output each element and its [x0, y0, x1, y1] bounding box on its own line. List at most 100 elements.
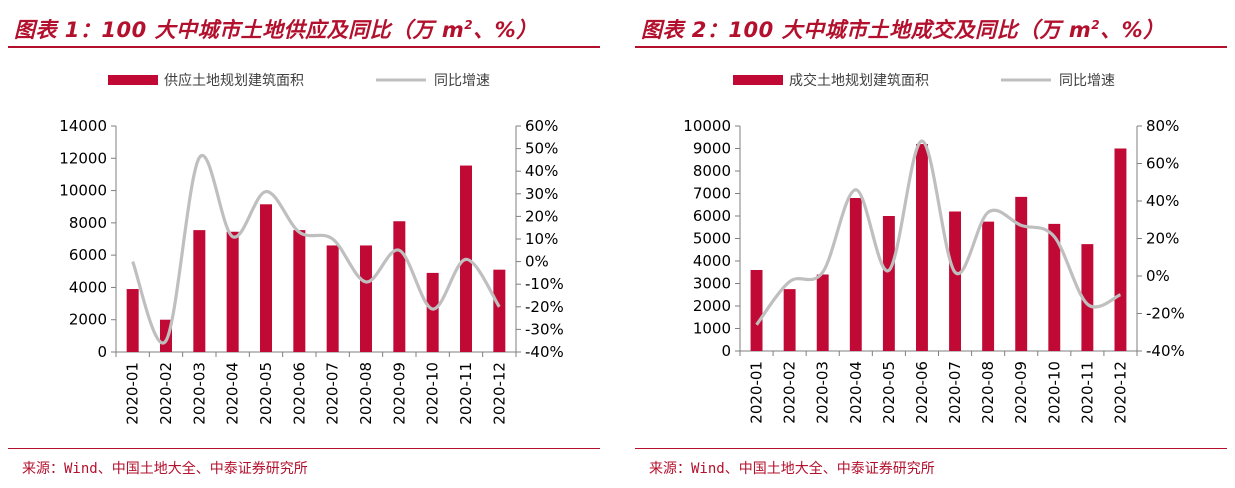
left-tick-label: 8000 — [693, 162, 731, 180]
bar — [982, 221, 995, 351]
legend-line-label: 同比增速 — [1059, 73, 1115, 89]
right-tick-label: -40% — [1146, 342, 1185, 360]
left-tick-label: 0 — [721, 342, 731, 360]
x-tick-label: 2020-05 — [880, 361, 898, 424]
x-tick-label: 2020-07 — [946, 361, 964, 424]
chart-1-plot: 供应土地规划建筑面积 同比增速 0 2000 4000 6000 8000 10000 1200… — [59, 72, 564, 425]
bar — [193, 230, 206, 352]
left-tick-label: 8000 — [69, 214, 107, 232]
bar — [1015, 196, 1028, 351]
bar — [1081, 244, 1094, 351]
bar — [426, 272, 439, 352]
right-tick-label: -40% — [525, 343, 564, 361]
right-tick-label: 0% — [525, 253, 549, 271]
right-tick-label: 20% — [525, 207, 558, 225]
right-tick-label: 40% — [525, 162, 558, 180]
chart-title: 图表 2：100 大中城市土地成交及同比（万 m2、%） — [641, 18, 1165, 42]
left-tick-label: 14000 — [59, 117, 107, 135]
left-tick-label: 3000 — [693, 275, 731, 293]
right-tick-label: 10% — [525, 230, 558, 248]
left-tick-label: 0 — [97, 343, 107, 361]
x-tick-label: 2020-04 — [847, 361, 865, 424]
bar — [882, 216, 895, 351]
title-rule — [8, 46, 600, 48]
bar — [750, 270, 763, 351]
left-tick-label: 7000 — [693, 185, 731, 203]
bar — [293, 230, 306, 352]
right-tick-label: 60% — [1146, 155, 1179, 173]
source-rule — [635, 448, 1227, 449]
x-tick-label: 2020-06 — [913, 361, 931, 424]
right-tick-label: -20% — [1146, 305, 1185, 323]
x-tick-label: 2020-08 — [979, 361, 997, 424]
legend-line-label: 同比增速 — [434, 73, 490, 89]
left-tick-label: 6000 — [69, 246, 107, 264]
x-tick-label: 2020-10 — [1045, 361, 1063, 424]
left-tick-label: 6000 — [693, 207, 731, 225]
bar — [360, 245, 372, 352]
x-tick-label: 2020-06 — [290, 362, 308, 425]
right-tick-label: 20% — [1146, 230, 1179, 248]
bar — [260, 204, 272, 352]
source-note: 来源：Wind、中国土地大全、中泰证券研究所 — [22, 461, 308, 477]
chart-panel-1: 图表 1：100 大中城市土地供应及同比（万 m2、%） 供应土地规划建筑面积 同… — [8, 0, 600, 488]
legend-bar-swatch — [733, 75, 783, 85]
left-tick-label: 1000 — [693, 320, 731, 338]
left-tick-label: 12000 — [59, 149, 107, 167]
left-tick-label: 4000 — [693, 252, 731, 270]
right-tick-label: -30% — [525, 320, 564, 338]
x-tick-label: 2020-12 — [490, 362, 508, 425]
bar — [949, 211, 961, 351]
chart-panel-2: 图表 2：100 大中城市土地成交及同比（万 m2、%） 成交土地规划建筑面积 同… — [635, 0, 1227, 488]
x-tick-label: 2020-04 — [224, 362, 242, 425]
bar — [1114, 148, 1127, 351]
title-rule — [635, 46, 1227, 48]
right-tick-label: 60% — [525, 117, 558, 135]
right-tick-label: 40% — [1146, 192, 1179, 210]
x-tick-label: 2020-08 — [357, 362, 375, 425]
x-tick-label: 2020-11 — [457, 362, 475, 425]
bar — [816, 274, 829, 351]
right-tick-label: 50% — [525, 140, 558, 158]
source-note: 来源：Wind、中国土地大全、中泰证券研究所 — [649, 461, 935, 477]
x-tick-label: 2020-03 — [814, 361, 832, 424]
left-tick-label: 10000 — [59, 182, 107, 200]
series-line-yoy — [755, 139, 1122, 326]
right-tick-label: -20% — [525, 298, 564, 316]
bar — [126, 289, 139, 352]
x-tick-label: 2020-05 — [257, 362, 275, 425]
legend-bar-swatch — [108, 75, 158, 85]
x-tick-label: 2020-09 — [390, 362, 408, 425]
left-tick-label: 5000 — [693, 230, 731, 248]
left-tick-label: 4000 — [69, 278, 107, 296]
bar — [226, 231, 239, 352]
right-tick-label: 30% — [525, 185, 558, 203]
left-tick-label: 9000 — [693, 140, 731, 158]
right-tick-label: 80% — [1146, 117, 1179, 135]
bar — [916, 144, 928, 351]
chart-title: 图表 1：100 大中城市土地供应及同比（万 m2、%） — [14, 18, 538, 42]
x-tick-label: 2020-03 — [190, 362, 208, 425]
bar — [1048, 223, 1061, 351]
source-rule — [8, 448, 600, 449]
x-tick-label: 2020-11 — [1078, 361, 1096, 424]
series-line-yoy — [131, 153, 501, 345]
x-tick-label: 2020-01 — [124, 362, 142, 425]
bar — [849, 198, 862, 351]
legend-bar-label: 成交土地规划建筑面积 — [789, 72, 929, 89]
x-tick-label: 2020-07 — [324, 362, 342, 425]
chart-2-plot: 成交土地规划建筑面积 同比增速 0 1000 2000 3000 4000 5000 6000 7… — [683, 72, 1185, 424]
bar — [783, 289, 796, 351]
left-tick-label: 2000 — [693, 297, 731, 315]
bar — [326, 245, 339, 352]
legend-bar-label: 供应土地规划建筑面积 — [164, 72, 304, 89]
bar — [493, 269, 506, 352]
right-tick-label: 0% — [1146, 267, 1170, 285]
bar — [393, 221, 406, 352]
left-tick-label: 10000 — [683, 117, 731, 135]
x-tick-label: 2020-10 — [424, 362, 442, 425]
right-tick-label: -10% — [525, 275, 564, 293]
x-tick-label: 2020-02 — [157, 362, 175, 425]
x-tick-label: 2020-09 — [1012, 361, 1030, 424]
x-tick-label: 2020-12 — [1111, 361, 1129, 424]
